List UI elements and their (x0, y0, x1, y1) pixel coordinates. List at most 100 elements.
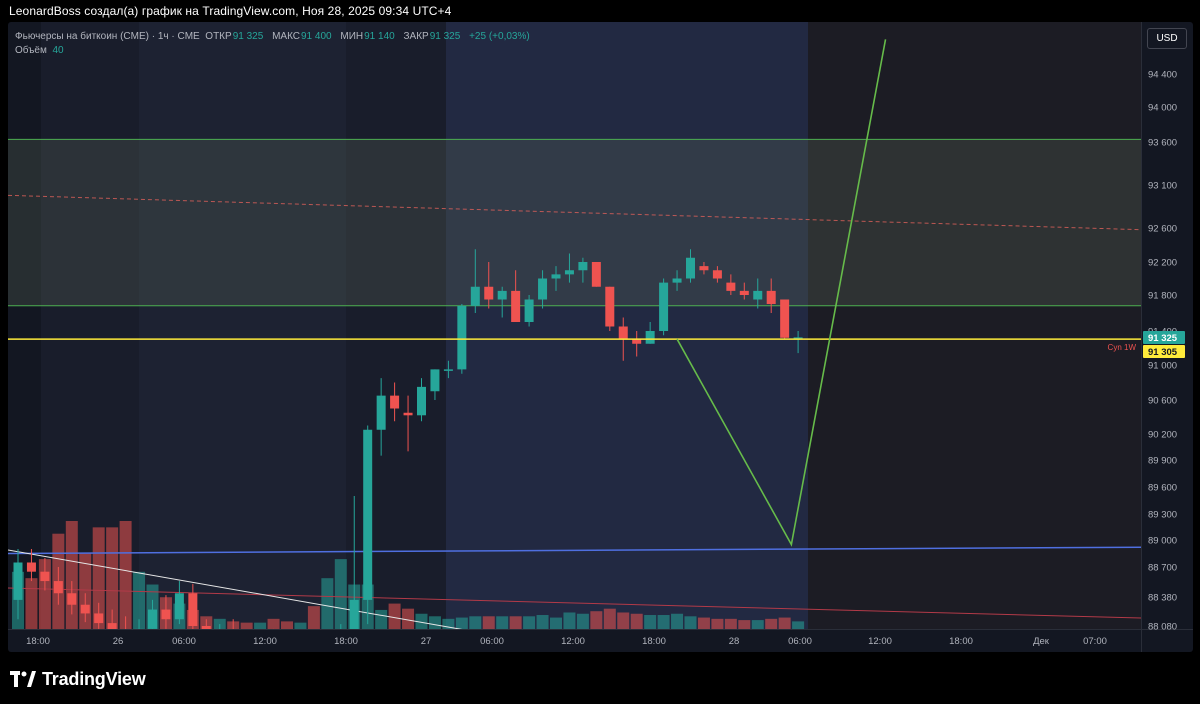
x-tick-label: 18:00 (642, 636, 666, 647)
candle-body (417, 386, 426, 416)
y-tick-label: 89 900 (1148, 456, 1177, 467)
candle-body (672, 278, 682, 283)
white-trend-line (8, 549, 463, 629)
candle-body (780, 299, 790, 338)
candle-body (80, 604, 90, 614)
volume-bar (509, 616, 522, 629)
candle-body (511, 290, 521, 322)
candle-body (242, 639, 251, 652)
y-tick-label: 89 600 (1148, 483, 1177, 494)
price-tag-label: 91 305 (1148, 347, 1178, 358)
chart-frame[interactable]: Cyn 1W 88 080 88 380 88 700 89 000 89 300 89 6… (8, 22, 1193, 652)
y-tick-label: 90 600 (1148, 396, 1177, 407)
volume-bar (388, 603, 401, 629)
candle-body (712, 270, 722, 279)
volume-bar (133, 571, 146, 629)
candle-body (403, 412, 413, 416)
brand-logo: TradingView (10, 668, 146, 690)
volume-bar (119, 521, 132, 629)
price-tag-bg (1143, 331, 1185, 344)
high-label: МАКС (272, 31, 300, 42)
open-label: ОТКР (205, 31, 232, 42)
volume-label[interactable]: Объём (15, 45, 47, 56)
volume-value: 40 (52, 45, 64, 56)
candle-body (40, 571, 50, 582)
volume-bar (724, 618, 737, 629)
candle-body (94, 613, 104, 624)
candle-body (430, 369, 440, 392)
candle-body (632, 339, 642, 344)
change-value: +25 (+0,03%) (469, 31, 530, 42)
candle-body (363, 429, 373, 600)
currency-button[interactable]: USD (1147, 28, 1187, 49)
volume-bar (469, 616, 482, 629)
candle-body (349, 599, 359, 629)
y-tick-label: 91 000 (1148, 361, 1177, 372)
y-tick-label: 93 600 (1148, 138, 1177, 149)
y-tick-label: 90 200 (1148, 430, 1177, 441)
candle-body (551, 274, 561, 279)
x-tick-label: 12:00 (868, 636, 892, 647)
x-tick-label: Дек (1033, 636, 1050, 647)
candle-body (296, 651, 305, 652)
tradingview-logo-icon (10, 671, 36, 687)
candle-body (174, 593, 184, 620)
candle-body (686, 257, 695, 279)
volume-bar (671, 613, 684, 629)
session-band (139, 22, 346, 629)
volume-bar (792, 621, 805, 629)
candle-body (699, 266, 709, 271)
price-tag-label: 91 325 (1148, 333, 1178, 344)
symbol-name[interactable]: Фьючерсы на биткоин (CME) · 1ч · CME (15, 31, 200, 42)
x-tick-label: 28 (729, 636, 740, 647)
volume-bar (778, 617, 791, 629)
y-tick-label: 88 380 (1148, 593, 1177, 604)
volume-bar (523, 616, 536, 629)
x-tick-label: 06:00 (788, 636, 812, 647)
candle-body (283, 648, 292, 652)
symbol-legend: Фьючерсы на биткоин (CME) · 1ч · CME ОТК… (15, 30, 530, 58)
volume-row: Объём 40 (15, 44, 530, 58)
candle-body (215, 632, 224, 636)
candle-body (484, 286, 494, 300)
low-value: 91 140 (364, 31, 395, 42)
candle-body (497, 290, 507, 300)
projection-path (676, 39, 887, 547)
chart-caption: LeonardBoss создал(а) график на TradingV… (9, 4, 452, 18)
y-tick-label: 92 600 (1148, 224, 1177, 235)
volume-bar (576, 613, 589, 629)
volume-bar (697, 617, 710, 629)
session-band (446, 22, 808, 629)
price-chart[interactable]: Cyn 1W 88 080 88 380 88 700 89 000 89 300 89 6… (8, 22, 1193, 652)
candle-body (564, 270, 574, 275)
plot-area (8, 39, 1141, 652)
volume-bar (684, 616, 697, 629)
volume-bar (254, 622, 267, 629)
candle-body (470, 286, 480, 306)
volume-bar (482, 616, 495, 629)
price-tag-bg (1143, 345, 1185, 358)
zone-fill (8, 139, 1141, 306)
volume-bar (550, 617, 562, 629)
candle-body (53, 581, 63, 594)
candle-body (524, 299, 534, 322)
y-tick-label: 88 700 (1148, 563, 1177, 574)
candle-body (309, 651, 318, 652)
volume-bar (603, 608, 616, 629)
volume-bar (590, 611, 603, 629)
candle-body (67, 593, 77, 605)
volume-bar (496, 616, 509, 629)
volume-bar (321, 578, 334, 629)
volume-bar (25, 578, 38, 629)
volume-bar (281, 621, 293, 629)
top-caption-bar: LeonardBoss создал(а) график на TradingV… (0, 0, 1200, 22)
volume-bar (442, 618, 455, 629)
candle-body (134, 628, 144, 629)
close-label: ЗАКР (403, 31, 429, 42)
volume-bar (402, 608, 415, 629)
brand-name: TradingView (42, 668, 146, 689)
volume-bar (428, 616, 441, 629)
x-tick-label: 07:00 (1083, 636, 1107, 647)
volume-bar (738, 620, 751, 629)
volume-bar (657, 615, 670, 629)
